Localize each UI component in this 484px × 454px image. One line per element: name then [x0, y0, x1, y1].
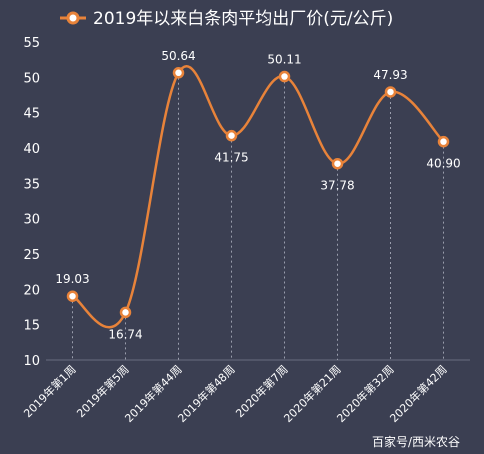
data-point	[437, 135, 450, 148]
y-tick-label: 10	[23, 354, 40, 369]
y-tick-label: 50	[23, 71, 40, 86]
x-tick-label: 2019年第5周	[74, 362, 132, 420]
x-axis-labels: 2019年第1周2019年第5周2019年第44周2019年第48周2020年第…	[21, 362, 450, 425]
data-label: 47.93	[373, 68, 407, 82]
y-tick-label: 45	[23, 107, 40, 122]
data-label: 16.74	[108, 327, 142, 341]
data-label: 19.03	[55, 272, 89, 286]
data-label: 50.11	[267, 53, 301, 67]
y-tick-label: 35	[23, 177, 40, 192]
y-tick-label: 30	[23, 213, 40, 228]
series-line	[71, 65, 445, 329]
data-point	[384, 86, 397, 98]
y-tick-label: 20	[23, 283, 40, 298]
data-points	[66, 67, 450, 319]
legend-label: 2019年以来白条肉平均出厂价(元/公斤)	[93, 9, 393, 29]
data-point	[278, 70, 291, 83]
legend: 2019年以来白条肉平均出厂价(元/公斤)	[60, 9, 393, 29]
data-point	[119, 306, 132, 319]
data-labels: 19.03 16.74 50.64 41.75 50.11 37.78 47.93 40.90	[55, 49, 460, 342]
y-tick-label: 55	[23, 36, 40, 51]
data-label: 41.75	[214, 151, 248, 165]
data-point	[331, 157, 344, 170]
x-tick-label: 2019年第1周	[21, 362, 79, 420]
data-label: 37.78	[320, 179, 354, 193]
watermark: 百家号/西米农谷	[372, 434, 460, 449]
y-tick-label: 40	[23, 142, 40, 157]
data-point	[66, 290, 79, 302]
y-axis: 10 15 20 25 30 35 40 45 50 55	[23, 36, 40, 369]
data-point	[172, 67, 185, 79]
data-label: 40.90	[426, 157, 460, 171]
data-point	[225, 129, 238, 142]
y-tick-label: 25	[23, 248, 40, 263]
data-label: 50.64	[161, 49, 195, 63]
drop-lines	[72, 72, 444, 360]
x-tick-label: 2020年第7周	[233, 362, 291, 420]
y-tick-label: 15	[23, 319, 40, 334]
